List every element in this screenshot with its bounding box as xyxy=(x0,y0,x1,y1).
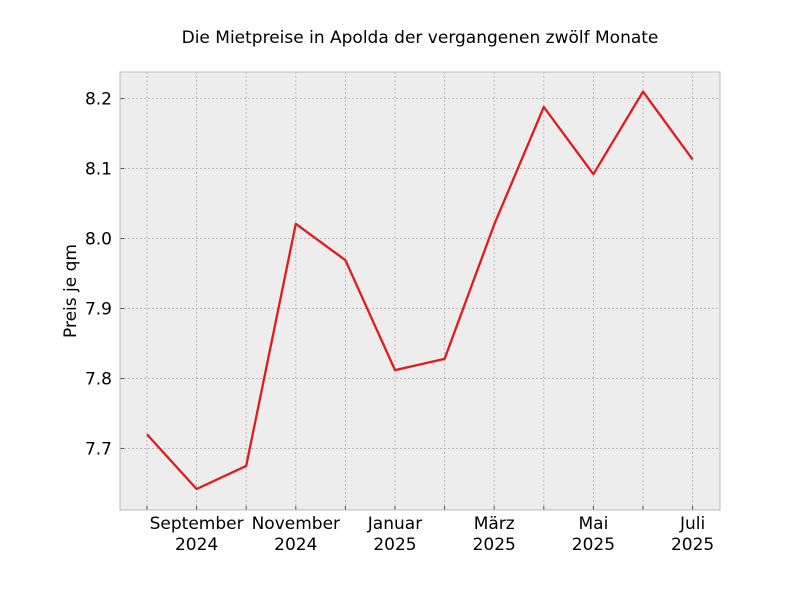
x-tick-label: Juli xyxy=(679,514,705,534)
y-tick-label: 8.1 xyxy=(85,160,112,180)
x-tick-label-year: 2025 xyxy=(373,535,416,555)
plot-area xyxy=(120,72,720,510)
x-tick-label-year: 2025 xyxy=(671,535,714,555)
x-tick-label-year: 2025 xyxy=(572,535,615,555)
y-tick-label: 7.9 xyxy=(85,299,112,319)
y-tick-label: 8.2 xyxy=(85,90,112,110)
plot-frame xyxy=(119,71,721,511)
grid-lines xyxy=(120,72,720,510)
y-tick-label: 7.8 xyxy=(85,369,112,389)
x-tick-label: September xyxy=(150,514,244,534)
x-tick-label-year: 2025 xyxy=(473,535,516,555)
y-tick-label: 8.0 xyxy=(85,230,112,250)
x-tick-label: November xyxy=(252,514,340,534)
chart-title: Die Mietpreise in Apolda der vergangenen… xyxy=(182,28,659,48)
series-line xyxy=(146,90,694,491)
x-tick-label: März xyxy=(474,514,515,534)
series-group xyxy=(146,90,694,491)
x-tick-label: Mai xyxy=(578,514,608,534)
x-tick-label-year: 2024 xyxy=(175,535,218,555)
x-tick-label-year: 2024 xyxy=(274,535,317,555)
y-tick-label: 7.7 xyxy=(85,439,112,459)
axis-ticks: 7.77.87.98.08.18.2September2024November2… xyxy=(85,90,714,555)
y-axis-label: Preis je qm xyxy=(61,244,81,338)
x-tick-label: Januar xyxy=(367,514,422,534)
